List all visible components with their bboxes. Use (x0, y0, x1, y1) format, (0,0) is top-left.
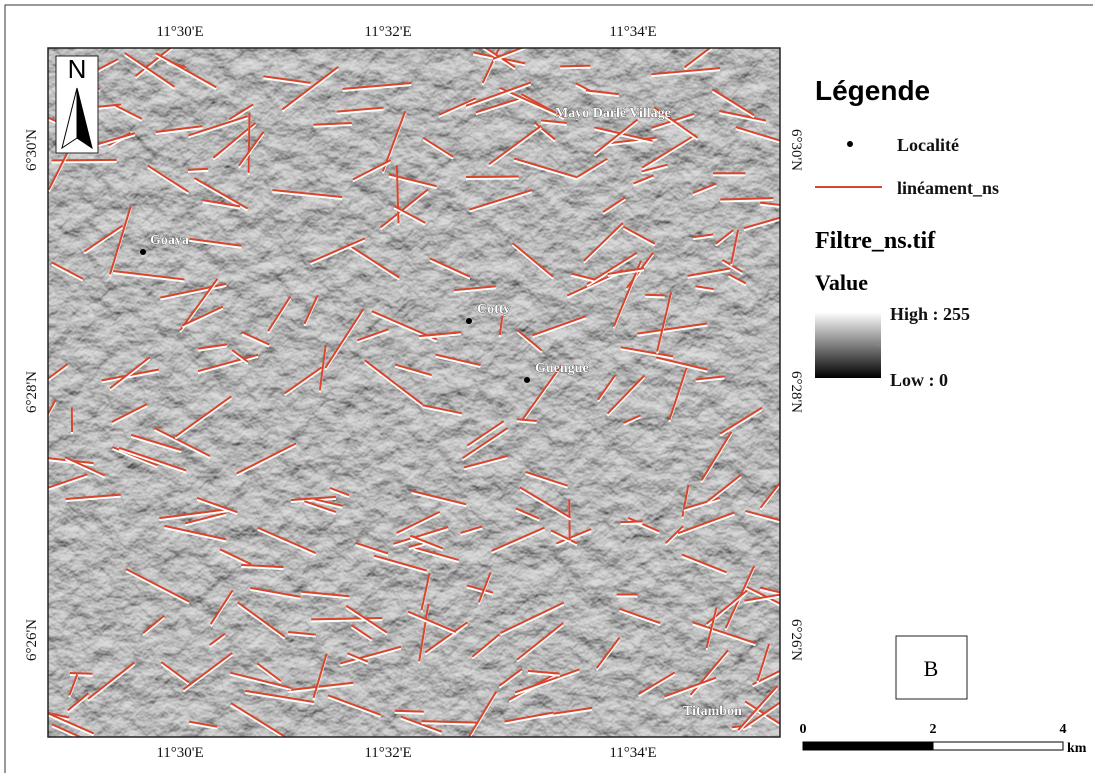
locality-point (524, 377, 530, 383)
raster (18, 41, 809, 752)
locality-point (466, 318, 472, 324)
locality-label: Goaya (150, 233, 189, 248)
lat-label: 6°26'N (24, 619, 40, 661)
scale-segment (803, 742, 933, 750)
map-figure: N 11°30'E 11°32'E 11°34'E 11°30'E 11°32'… (0, 0, 1093, 773)
lineament (783, 564, 790, 598)
lineament (395, 711, 424, 712)
north-arrow: N (56, 54, 98, 153)
legend-ramp (815, 312, 881, 378)
lineament (560, 66, 590, 67)
lon-label: 11°32'E (364, 745, 411, 761)
lat-label: 6°26'N (788, 619, 804, 661)
legend-title: Légende (815, 75, 930, 106)
lineament (70, 673, 92, 674)
lineament (188, 169, 208, 170)
lat-label: 6°30'N (788, 129, 804, 171)
lineament (645, 297, 665, 298)
lineament (645, 295, 665, 296)
lat-label: 6°30'N (24, 129, 40, 171)
lineament (188, 171, 208, 172)
lon-label: 11°34'E (609, 24, 656, 40)
lon-label: 11°32'E (364, 24, 411, 40)
legend-high: High : 255 (890, 304, 970, 324)
lineament (395, 713, 424, 714)
legend-raster: Filtre_ns.tif (815, 228, 936, 254)
lat-label: 6°28'N (788, 371, 804, 413)
lineament (70, 675, 92, 676)
lon-label: 11°30'E (156, 24, 203, 40)
lineament (249, 113, 250, 173)
lineament (466, 177, 519, 178)
lat-label: 6°28'N (24, 371, 40, 413)
legend-point: Localité (897, 135, 959, 155)
locality-label: Guengué (535, 361, 589, 376)
lon-label: 11°30'E (156, 745, 203, 761)
lon-label: 11°34'E (609, 745, 656, 761)
locality-label: Titambon (683, 704, 742, 719)
legend-value: Value (815, 270, 868, 295)
lineament (311, 620, 382, 621)
scale-unit: km (1067, 741, 1087, 756)
lineament (620, 521, 642, 522)
locality-label: Mayo Darlé Village (555, 106, 671, 121)
scale-label: 0 (800, 722, 807, 737)
scale-label: 4 (1060, 722, 1067, 737)
locality-point (140, 249, 146, 255)
lineament (560, 68, 590, 69)
lineament (311, 618, 382, 619)
scale-segment (933, 742, 1063, 750)
lineament (466, 179, 519, 180)
legend-low: Low : 0 (890, 370, 948, 390)
legend-point-symbol (847, 141, 853, 147)
panel-label: B (924, 656, 939, 681)
north-label: N (68, 54, 87, 84)
scale-label: 2 (930, 722, 937, 737)
legend-line: linéament_ns (897, 178, 999, 198)
locality-label: Cotty (477, 302, 510, 317)
lineament (783, 562, 790, 596)
lineament (620, 523, 642, 524)
